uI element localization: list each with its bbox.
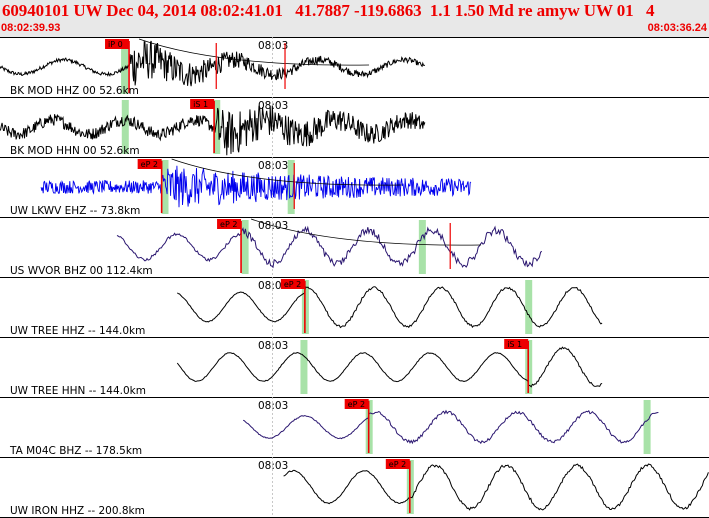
station-label: TA M04C BHZ -- 178.5km <box>9 445 142 457</box>
time-tick-label: 08:03 <box>258 460 288 472</box>
trace-row[interactable]: 08:03 iP 0 BK MOD HHZ 00 52.6km <box>0 37 709 97</box>
phase-pick-flag[interactable] <box>504 339 529 349</box>
window-end-time: 08:03:36.24 <box>647 22 707 34</box>
station-label: US WVOR BHZ 00 112.4km <box>10 265 153 277</box>
phase-pick-label: eP 2 <box>284 280 301 289</box>
seismogram-panel[interactable]: 08:03 iP 0 BK MOD HHZ 00 52.6km 08:03 iS 1 BK… <box>0 37 709 518</box>
travel-time-curve <box>138 38 370 66</box>
time-tick-label: 08:03 <box>258 40 288 52</box>
station-label: BK MOD HHN 00 52.6km <box>10 145 140 157</box>
phase-pick-flag[interactable] <box>105 39 130 49</box>
phase-pick-label: eP 2 <box>220 220 237 229</box>
station-label: UW TREE HHZ -- 144.0km <box>10 325 145 337</box>
travel-time-curve <box>250 218 482 246</box>
event-header: 60940101 UW Dec 04, 2014 08:02:41.01 41.… <box>0 0 709 38</box>
phase-window-marker <box>161 160 169 214</box>
station-label: UW LKWV EHZ -- 73.8km <box>10 205 140 217</box>
time-tick-label: 08:03 <box>258 100 288 112</box>
waveform[interactable] <box>242 409 659 445</box>
phase-pick-label: eP 2 <box>141 160 158 169</box>
trace-row[interactable]: 08:03 eP 2 UW LKWV EHZ -- 73.8km <box>0 157 709 217</box>
phase-window-marker <box>300 340 308 394</box>
phase-pick-flag[interactable] <box>137 159 162 169</box>
station-label: UW TREE HHN -- 144.0km <box>10 385 146 397</box>
time-tick-label: 08:03 <box>258 400 288 412</box>
phase-pick-label: eP 2 <box>389 460 406 469</box>
travel-time-curve <box>171 158 402 186</box>
phase-pick-flag[interactable] <box>280 279 305 289</box>
station-label: BK MOD HHZ 00 52.6km <box>10 85 139 97</box>
phase-window-marker <box>213 100 221 154</box>
waveform[interactable] <box>177 286 603 329</box>
phase-window-marker <box>241 220 249 274</box>
waveform[interactable] <box>283 463 709 511</box>
phase-pick-label: eP 2 <box>348 400 365 409</box>
waveform[interactable] <box>40 165 472 208</box>
phase-pick-flag[interactable] <box>190 99 215 109</box>
phase-pick-flag[interactable] <box>344 399 369 409</box>
time-tick-label: 08:03 <box>258 340 288 352</box>
phase-pick-flag[interactable] <box>217 219 242 229</box>
waveform[interactable] <box>176 346 603 388</box>
phase-window-marker <box>525 280 533 334</box>
trace-row[interactable]: 08:03 eP 2 UW IRON HHZ -- 200.8km <box>0 457 709 517</box>
event-title: 60940101 UW Dec 04, 2014 08:02:41.01 41.… <box>2 1 655 20</box>
phase-pick-label: iS 1 <box>193 100 208 109</box>
time-tick-label: 08:03 <box>258 280 288 292</box>
phase-pick-label: iS 1 <box>507 340 522 349</box>
station-label: UW IRON HHZ -- 200.8km <box>10 505 145 517</box>
phase-window-marker <box>643 400 651 454</box>
trace-row[interactable]: 08:03 eP 2 TA M04C BHZ -- 178.5km <box>0 397 709 457</box>
trace-row[interactable]: 08:03 iS 1 BK MOD HHN 00 52.6km <box>0 97 709 157</box>
waveform[interactable] <box>0 40 426 87</box>
phase-window-marker <box>418 220 426 274</box>
waveform[interactable] <box>116 225 543 269</box>
phase-pick-flag[interactable] <box>385 459 410 469</box>
phase-pick-label: iP 0 <box>108 40 123 49</box>
window-start-time: 08:02:39.93 <box>1 22 61 34</box>
phase-window-marker <box>287 160 295 214</box>
phase-window-marker <box>121 100 129 154</box>
trace-row[interactable]: 08:03 iS 1 UW TREE HHN -- 144.0km <box>0 337 709 397</box>
waveform[interactable] <box>0 105 426 156</box>
time-tick-label: 08:03 <box>258 160 288 172</box>
